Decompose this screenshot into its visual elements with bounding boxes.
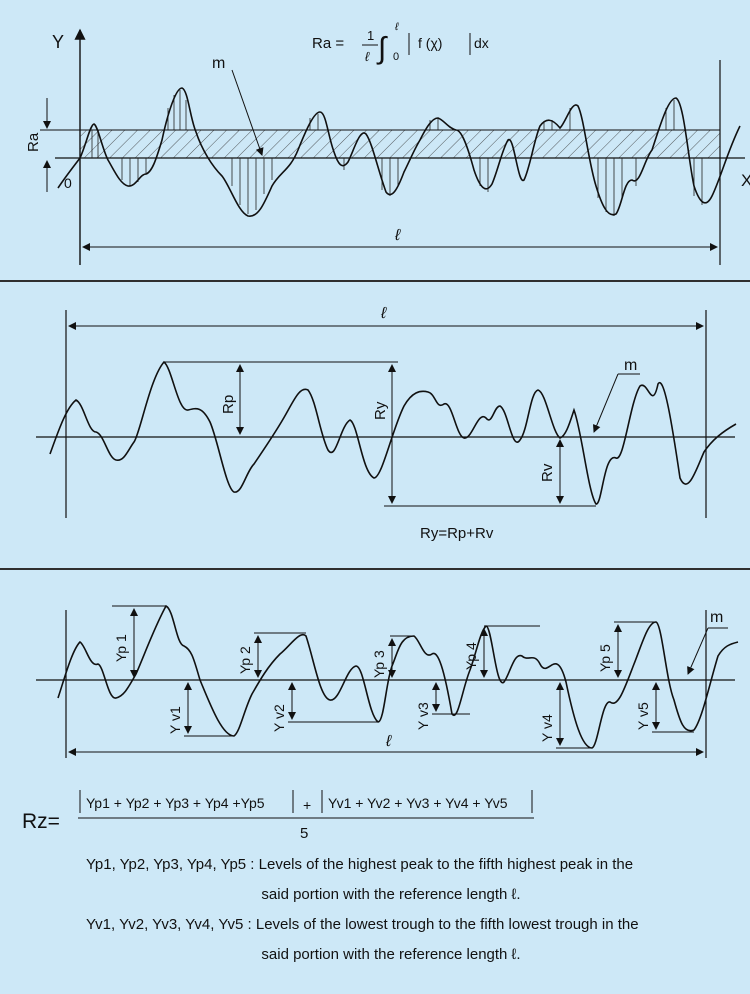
m-leader: [231, 69, 264, 156]
integrand: f (χ): [418, 35, 442, 51]
yp4-label: Yp 4: [463, 642, 479, 670]
rz-num-right: Yv1 + Yv2 + Yv3 + Yv4 + Yv5: [328, 795, 508, 811]
length-label: ℓ: [385, 733, 392, 750]
m-label: m: [710, 609, 723, 626]
yp1-label: Yp 1: [113, 634, 129, 662]
int-lower: 0: [393, 51, 399, 63]
ry-panel: ℓ Rp Ry Rv m Ry=Rp+Rv: [36, 305, 737, 542]
m-label: m: [624, 357, 637, 374]
yv4-label: Y v4: [539, 714, 555, 742]
yp5-label: Yp 5: [597, 644, 613, 672]
yv-definition-line1: Yv1, Yv2, Yv3, Yv4, Yv5 : Levels of the …: [86, 910, 736, 940]
x-axis-label: X: [741, 171, 750, 190]
rv-label: Rv: [539, 463, 556, 482]
dx: dx: [474, 35, 489, 51]
rz-num-left: Yp1 + Yp2 + Yp3 + Yp4 +Yp5: [86, 795, 265, 811]
yp3-label: Yp 3: [371, 650, 387, 678]
ra-panel: Y X 0 Ra m: [25, 21, 750, 265]
yv3-label: Y v3: [415, 702, 431, 730]
ra-formula-num: 1: [367, 28, 374, 43]
yp-terms: Yp1, Yp2, Yp3, Yp4, Yp5 :: [86, 856, 255, 873]
m-leader: [687, 627, 709, 675]
ra-formula-lhs: Ra =: [312, 35, 344, 52]
yv5-label: Y v5: [635, 702, 651, 730]
integral-sign: ∫: [376, 32, 388, 65]
yv1-label: Y v1: [167, 706, 183, 734]
y-axis-label: Y: [52, 32, 64, 52]
ra-label: Ra: [25, 132, 42, 152]
yv-terms: Yv1, Yv2, Yv3, Yv4, Yv5 :: [86, 916, 252, 933]
ra-formula-den: ℓ: [365, 49, 370, 64]
yv-text-1: Levels of the lowest trough to the fifth…: [255, 916, 639, 933]
yp-definition-line1: Yp1, Yp2, Yp3, Yp4, Yp5 : Levels of the …: [86, 850, 736, 880]
yp-text-1: Levels of the highest peak to the fifth …: [258, 856, 634, 873]
length-label: ℓ: [394, 227, 401, 244]
ra-band: [79, 129, 721, 159]
roughness-profile: [57, 87, 741, 217]
rz-denominator: 5: [300, 825, 308, 842]
roughness-profile: [57, 604, 739, 749]
m-label: m: [212, 55, 225, 72]
rz-panel: Yp 1 Yp 2 Yp 3 Yp 4 Yp 5 Y v1 Y v2 Y v3 …: [36, 604, 739, 758]
yv2-label: Y v2: [271, 704, 287, 732]
int-upper: ℓ: [394, 21, 399, 33]
yp2-label: Yp 2: [237, 646, 253, 674]
definitions: Yp1, Yp2, Yp3, Yp4, Yp5 : Levels of the …: [86, 850, 736, 970]
yp-definition-line2: said portion with the reference length ℓ…: [261, 886, 521, 903]
length-label: ℓ: [380, 305, 387, 322]
divider-1: [0, 280, 750, 282]
rz-plus: +: [303, 797, 311, 813]
ry-label: Ry: [372, 401, 389, 420]
rz-lhs: Rz=: [22, 810, 60, 833]
rz-formula: Rz= Yp1 + Yp2 + Yp3 + Yp4 +Yp5 + Yv1 + Y…: [22, 790, 534, 842]
divider-2: [0, 568, 750, 570]
roughness-profile: [49, 360, 737, 505]
ra-formula: Ra = 1 ℓ ∫ ℓ 0 f (χ) dx: [312, 21, 489, 65]
origin-label: 0: [64, 175, 72, 191]
rp-label: Rp: [220, 395, 237, 414]
ry-equation: Ry=Rp+Rv: [420, 525, 494, 542]
yv-definition-line2: said portion with the reference length ℓ…: [261, 946, 521, 963]
m-leader: [592, 373, 619, 433]
reference-lines: [112, 605, 694, 749]
